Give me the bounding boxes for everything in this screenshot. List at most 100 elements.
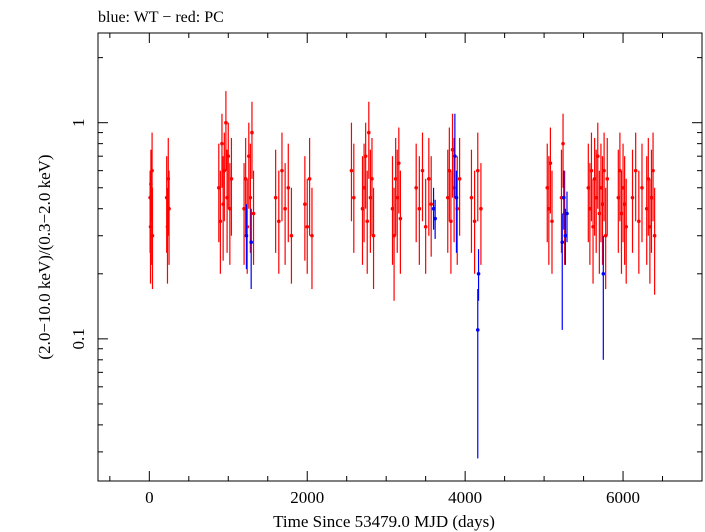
- data-point-pc: [649, 195, 654, 200]
- data-point-wt: [601, 271, 606, 276]
- data-point-pc: [589, 168, 594, 173]
- data-point-pc: [363, 154, 368, 158]
- data-point-pc: [250, 130, 254, 135]
- data-point-pc: [633, 168, 638, 173]
- data-point-pc: [390, 206, 395, 211]
- data-point-wt: [562, 195, 566, 200]
- data-point-pc: [242, 206, 246, 211]
- data-point-pc: [226, 154, 231, 158]
- axis-ticks: [98, 33, 703, 481]
- data-point-pc: [395, 195, 400, 200]
- data-point-pc: [588, 206, 592, 211]
- x-tick-label: 0: [145, 488, 154, 507]
- data-point-pc: [429, 202, 433, 206]
- data-point-pc: [362, 185, 366, 190]
- data-point-pc: [621, 185, 625, 190]
- data-point-pc: [370, 177, 374, 181]
- data-point-pc: [586, 185, 591, 190]
- data-point-pc: [398, 216, 403, 221]
- data-point-pc: [479, 206, 483, 211]
- data-point-pc: [368, 195, 373, 200]
- plot-frame: [97, 32, 703, 482]
- y-tick-label: 1: [69, 118, 88, 127]
- data-point-pc: [307, 177, 312, 181]
- data-point-pc: [550, 219, 554, 224]
- data-point-pc: [228, 206, 232, 211]
- data-point-pc: [310, 233, 314, 238]
- data-point-pc: [561, 141, 565, 146]
- data-point-pc: [303, 202, 307, 206]
- data-point-pc: [224, 120, 228, 125]
- data-point-pc: [592, 177, 597, 181]
- data-point-wt: [454, 195, 459, 200]
- y-axis-label: (2.0−10.0 keV)/(0.3−2.0 keV): [35, 154, 54, 359]
- data-point-wt: [476, 271, 481, 276]
- data-point-pc: [545, 185, 550, 190]
- data-point-pc: [392, 233, 396, 238]
- data-point-pc: [251, 211, 256, 216]
- data-point-pc: [273, 195, 278, 200]
- data-point-pc: [397, 161, 401, 165]
- x-tick-label: 6000: [606, 488, 640, 507]
- data-point-pc: [222, 168, 227, 173]
- data-point-pc: [352, 195, 356, 200]
- data-point-wt: [475, 328, 480, 332]
- y-tick-label: 0.1: [69, 328, 88, 349]
- data-point-pc: [591, 224, 595, 229]
- data-point-pc: [420, 168, 425, 173]
- data-point-pc: [605, 177, 610, 181]
- data-point-wt: [249, 240, 253, 245]
- data-point-wt: [565, 211, 569, 216]
- data-point-pc: [447, 168, 452, 173]
- x-tick-label: 4000: [448, 488, 482, 507]
- data-point-pc: [624, 224, 629, 229]
- data-point-pc: [450, 147, 455, 152]
- data-point-pc: [646, 177, 651, 181]
- data-point-pc: [414, 185, 418, 190]
- data-point-pc: [547, 206, 551, 211]
- data-point-pc: [243, 177, 248, 181]
- data-point-wt: [453, 154, 457, 158]
- data-point-pc: [651, 168, 655, 173]
- data-point-pc: [280, 168, 284, 173]
- data-point-pc: [229, 177, 234, 181]
- data-point-pc: [619, 211, 624, 216]
- chart-title: blue: WT − red: PC: [98, 9, 224, 26]
- data-point-wt: [563, 233, 568, 238]
- data-point-wt: [244, 233, 249, 238]
- data-point-pc: [217, 185, 221, 190]
- series-pc: [148, 91, 657, 301]
- data-point-pc: [600, 202, 605, 206]
- data-point-pc: [548, 161, 553, 165]
- data-point-pc: [599, 185, 603, 190]
- data-point-pc: [652, 233, 657, 238]
- data-point-pc: [365, 219, 370, 224]
- data-point-pc: [469, 195, 474, 200]
- data-point-pc: [283, 206, 287, 211]
- data-point-wt: [431, 206, 436, 211]
- data-point-pc: [622, 202, 627, 206]
- data-point-pc: [427, 177, 431, 181]
- data-point-pc: [602, 168, 606, 173]
- data-point-pc: [637, 219, 641, 224]
- data-point-pc: [220, 141, 224, 146]
- data-point-pc: [247, 154, 251, 158]
- data-point-pc: [475, 168, 480, 173]
- data-point-pc: [150, 168, 154, 173]
- data-point-wt: [560, 240, 565, 245]
- data-point-wt: [433, 216, 437, 221]
- series-wt: [244, 113, 606, 459]
- x-axis-label: Time Since 53479.0 MJD (days): [273, 512, 495, 531]
- data-point-pc: [150, 233, 155, 238]
- data-point-pc: [457, 177, 462, 181]
- data-point-pc: [167, 206, 171, 211]
- data-point-pc: [595, 154, 600, 158]
- data-point-pc: [445, 195, 450, 200]
- data-point-pc: [648, 224, 652, 229]
- data-point-pc: [349, 168, 354, 173]
- data-point-pc: [449, 219, 453, 224]
- data-point-pc: [360, 206, 365, 211]
- axis-tick-labels: 0 2000 4000 6000 0.1 1: [69, 118, 640, 507]
- data-point-pc: [618, 168, 622, 173]
